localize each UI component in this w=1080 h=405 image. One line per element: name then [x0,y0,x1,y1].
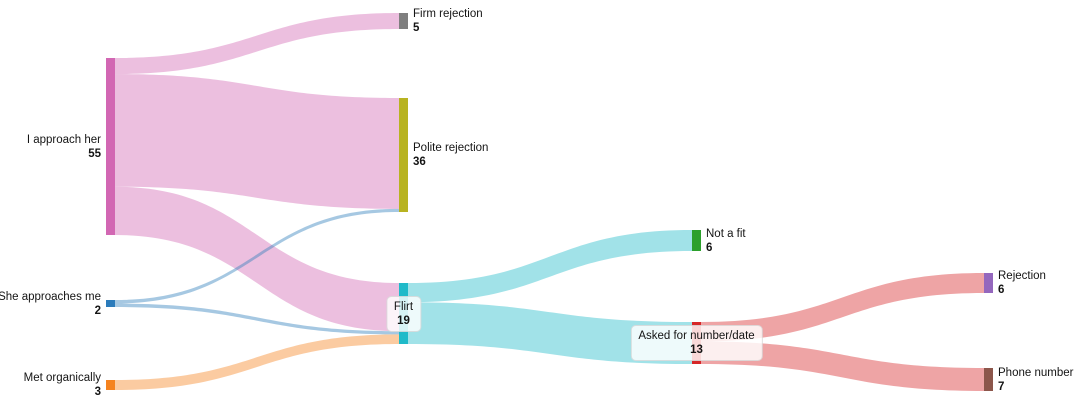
sankey-node-phone-number [984,368,993,391]
sankey-node-not-a-fit [692,230,701,251]
sankey-link-she-approaches-me-to-flirt [115,303,399,335]
sankey-node-firm-rejection [399,13,408,29]
sankey-node-she-approaches-me [106,300,115,307]
sankey-link-i-approach-her-to-polite-rejection [115,74,399,209]
sankey-node-i-approach-her [106,58,115,235]
sankey-link-flirt-to-asked-for-number-date [408,302,692,364]
sankey-link-flirt-to-not-a-fit [408,230,692,303]
sankey-node-met-organically [106,380,115,390]
sankey-link-she-approaches-me-to-polite-rejection [115,208,399,304]
sankey-link-i-approach-her-to-flirt [115,186,399,332]
sankey-link-asked-for-number-date-to-rejection [701,273,984,342]
sankey-node-asked-for-number-date [692,322,701,364]
sankey-node-flirt [399,283,408,344]
sankey-link-asked-for-number-date-to-phone-number [701,341,984,391]
sankey-link-met-organically-to-flirt [115,334,399,390]
sankey-link-i-approach-her-to-firm-rejection [115,13,399,75]
sankey-node-rejection [984,273,993,293]
sankey-node-polite-rejection [399,98,408,212]
